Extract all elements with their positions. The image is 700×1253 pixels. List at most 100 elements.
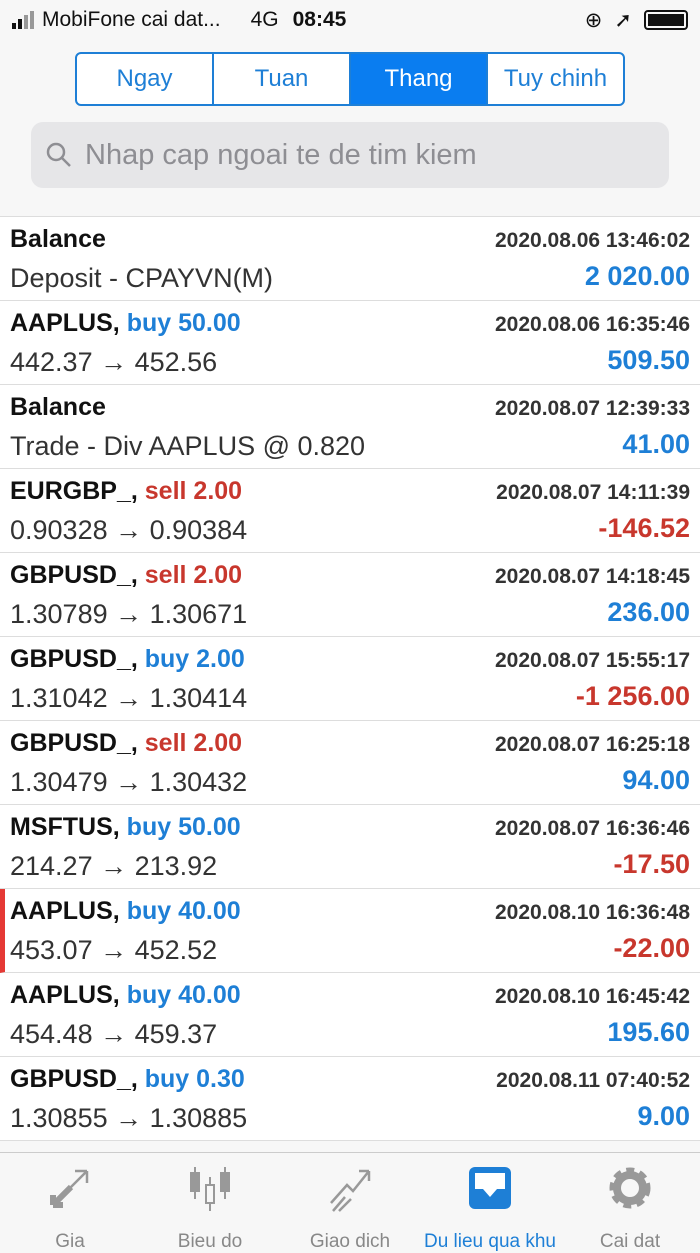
symbol: EURGBP_, — [10, 477, 138, 505]
symbol: AAPLUS, — [10, 309, 120, 337]
row-detail: 454.48 → 459.37 — [10, 1019, 218, 1049]
tab-label: Cai dat — [599, 1231, 661, 1252]
tab-giao-dich[interactable]: Giao dich — [280, 1153, 420, 1252]
tab-label: Bieu do — [177, 1231, 243, 1252]
row-date: 2020.08.07 14:11:39 — [496, 481, 690, 504]
row-title: AAPLUS, buy 40.00 — [10, 981, 241, 1010]
symbol: AAPLUS, — [10, 897, 120, 925]
row-detail: 1.30789 → 1.30671 — [10, 599, 248, 629]
row-date: 2020.08.10 16:45:42 — [495, 985, 690, 1008]
row-detail: 442.37 → 452.56 — [10, 347, 218, 377]
row-date: 2020.08.07 15:55:17 — [495, 649, 690, 672]
tab-du-lieu-qua-khu[interactable]: Du lieu qua khu — [420, 1153, 560, 1252]
trade-side: sell 2.00 — [144, 561, 243, 589]
row-profit: -22.00 — [613, 933, 690, 963]
segment-ngay[interactable]: Ngay — [77, 54, 214, 104]
row-date: 2020.08.07 14:18:45 — [495, 565, 690, 588]
search-input[interactable]: Nhap cap ngoai te de tim kiem — [31, 122, 669, 188]
row-detail: 1.30479 → 1.30432 — [10, 767, 248, 797]
row-title: Balance — [10, 225, 106, 254]
trade-trend-icon — [325, 1163, 375, 1231]
row-detail: Deposit - CPAYVN(M) — [10, 263, 274, 293]
symbol: GBPUSD_, — [10, 561, 138, 589]
trade-side: sell 2.00 — [144, 477, 243, 505]
history-row[interactable]: GBPUSD_, buy 2.00 1.31042 → 1.30414 2020… — [0, 637, 700, 721]
row-date: 2020.08.10 16:36:48 — [495, 901, 690, 924]
row-profit: -17.50 — [613, 849, 690, 879]
candlestick-chart-icon — [185, 1163, 235, 1231]
row-profit: 236.00 — [607, 597, 690, 627]
row-title: GBPUSD_, buy 0.30 — [10, 1065, 245, 1094]
quotes-arrows-icon — [45, 1163, 95, 1231]
row-profit: 94.00 — [622, 765, 690, 795]
trade-side: buy 40.00 — [126, 897, 241, 925]
row-detail: 1.30855 → 1.30885 — [10, 1103, 248, 1133]
row-date: 2020.08.11 07:40:52 — [496, 1069, 690, 1092]
search-placeholder: Nhap cap ngoai te de tim kiem — [85, 138, 477, 171]
location-icon: ➚ — [614, 8, 632, 32]
gear-icon — [605, 1163, 655, 1231]
history-row[interactable]: GBPUSD_, buy 0.30 1.30855 → 1.30885 2020… — [0, 1057, 700, 1141]
row-title: GBPUSD_, buy 2.00 — [10, 645, 245, 674]
tab-bar: Gia Bieu do Giao dich Du lieu qua khu Cai da… — [0, 1152, 700, 1252]
row-detail: 214.27 → 213.92 — [10, 851, 218, 881]
symbol: Balance — [10, 393, 106, 421]
row-date: 2020.08.07 16:25:18 — [495, 733, 690, 756]
history-row[interactable]: AAPLUS, buy 40.00 454.48 → 459.37 2020.0… — [0, 973, 700, 1057]
symbol: AAPLUS, — [10, 981, 120, 1009]
trade-side: sell 2.00 — [144, 729, 243, 757]
symbol: GBPUSD_, — [10, 645, 138, 673]
row-detail: 453.07 → 452.52 — [10, 935, 218, 965]
carrier-name: MobiFone cai dat... — [42, 8, 221, 31]
row-date: 2020.08.06 16:35:46 — [495, 313, 690, 336]
history-row[interactable]: Balance Trade - Div AAPLUS @ 0.820 2020.… — [0, 385, 700, 469]
history-row[interactable]: MSFTUS, buy 50.00 214.27 → 213.92 2020.0… — [0, 805, 700, 889]
orientation-lock-icon: ⊕ — [584, 8, 603, 32]
network-type: 4G — [250, 8, 279, 31]
row-profit: 509.50 — [607, 345, 690, 375]
tab-label: Gia — [55, 1231, 85, 1252]
row-title: GBPUSD_, sell 2.00 — [10, 729, 242, 758]
row-title: AAPLUS, buy 50.00 — [10, 309, 241, 338]
segment-tuan[interactable]: Tuan — [214, 54, 351, 104]
status-bar: MobiFone cai dat... 4G 08:45 ⊕ ➚ — [0, 0, 700, 40]
trade-side: buy 50.00 — [126, 309, 241, 337]
signal-icon — [12, 11, 34, 29]
period-segmented-control: Ngay Tuan Thang Tuy chinh — [75, 52, 625, 106]
row-title: MSFTUS, buy 50.00 — [10, 813, 241, 842]
history-list: Balance Deposit - CPAYVN(M) 2020.08.06 1… — [0, 216, 700, 1141]
row-profit: -146.52 — [598, 513, 690, 543]
row-profit: 195.60 — [607, 1017, 690, 1047]
history-row[interactable]: AAPLUS, buy 40.00 453.07 → 452.52 2020.0… — [0, 889, 700, 973]
search-icon — [46, 142, 71, 167]
tab-label: Du lieu qua khu — [423, 1231, 557, 1252]
segment-tuy-chinh[interactable]: Tuy chinh — [503, 65, 608, 92]
tab-cai-dat[interactable]: Cai dat — [560, 1153, 700, 1252]
row-title: AAPLUS, buy 40.00 — [10, 897, 241, 926]
symbol: GBPUSD_, — [10, 729, 138, 757]
trade-side: buy 40.00 — [126, 981, 241, 1009]
tab-bieu-do[interactable]: Bieu do — [140, 1153, 280, 1252]
symbol: Balance — [10, 225, 106, 253]
row-profit: -1 256.00 — [575, 681, 690, 711]
row-detail: 0.90328 → 0.90384 — [10, 515, 248, 545]
history-row[interactable]: GBPUSD_, sell 2.00 1.30789 → 1.30671 202… — [0, 553, 700, 637]
clock: 08:45 — [292, 8, 347, 31]
history-row[interactable]: EURGBP_, sell 2.00 0.90328 → 0.90384 202… — [0, 469, 700, 553]
row-profit: 9.00 — [637, 1101, 690, 1131]
trade-side: buy 0.30 — [144, 1065, 245, 1093]
history-row[interactable]: Balance Deposit - CPAYVN(M) 2020.08.06 1… — [0, 217, 700, 301]
row-profit: 41.00 — [622, 429, 690, 459]
row-profit: 2 020.00 — [584, 261, 690, 291]
symbol: MSFTUS, — [10, 813, 120, 841]
trade-side: buy 2.00 — [144, 645, 245, 673]
tab-gia[interactable]: Gia — [0, 1153, 140, 1252]
row-title: Balance — [10, 393, 106, 422]
segment-thang[interactable]: Thang — [351, 54, 488, 104]
history-row[interactable]: AAPLUS, buy 50.00 442.37 → 452.56 2020.0… — [0, 301, 700, 385]
history-row[interactable]: GBPUSD_, sell 2.00 1.30479 → 1.30432 202… — [0, 721, 700, 805]
history-inbox-icon — [465, 1163, 515, 1231]
tab-label: Giao dich — [309, 1231, 391, 1252]
trade-side: buy 50.00 — [126, 813, 241, 841]
battery-icon — [644, 10, 688, 30]
